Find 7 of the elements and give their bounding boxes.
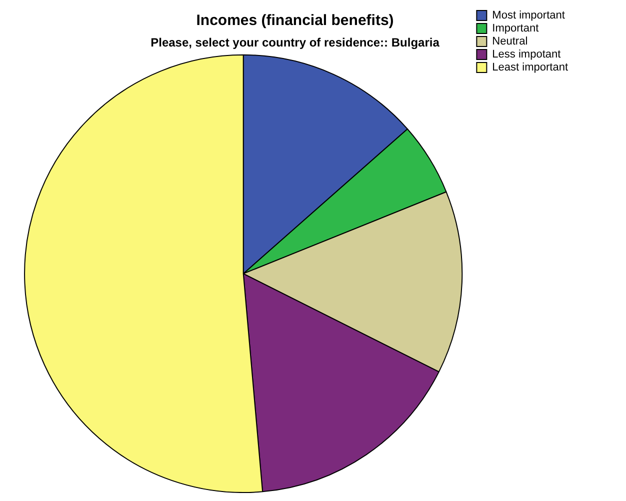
legend-label: Important [492, 22, 539, 35]
legend-label: Neutral [492, 36, 528, 48]
legend-label: Most important [492, 10, 565, 22]
text: Please, select your country of residence:: Bulgaria [150, 36, 440, 50]
chart-title: Incomes (financial benefits) [196, 12, 394, 30]
legend-label: Less impotant [492, 48, 561, 61]
legend-label: Least important [492, 62, 568, 74]
